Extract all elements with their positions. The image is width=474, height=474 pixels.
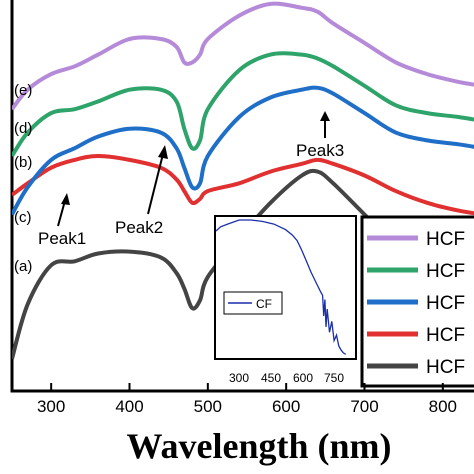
inset-frame <box>214 215 357 360</box>
peak2-label: Peak2 <box>115 218 163 237</box>
x-axis-title: Wavelength (nm) <box>127 426 392 466</box>
inset-x-tick: 600 <box>293 371 313 385</box>
legend-label-b: HCF <box>426 325 465 346</box>
series-line-b <box>12 154 474 216</box>
curve-label-a: (a) <box>14 258 32 275</box>
legend-label-a: HCF <box>426 357 465 378</box>
legend: HCF HCF HCF HCF HCF <box>360 215 474 388</box>
x-tick-label: 700 <box>350 397 378 416</box>
inset-series-group <box>216 219 347 355</box>
inset-legend-label: CF <box>256 297 272 311</box>
legend-label-e: HCF <box>426 229 465 250</box>
legend-label-c: HCF <box>426 293 465 314</box>
inset-x-tick: 750 <box>324 371 344 385</box>
curve-label-d: (d) <box>14 120 32 137</box>
inset-x-tick: 450 <box>261 371 281 385</box>
x-tick-label: 800 <box>429 397 457 416</box>
curve-label-b: (b) <box>14 154 32 171</box>
x-tick-label: 600 <box>272 397 300 416</box>
series-line-e <box>12 1 474 111</box>
peak1-label: Peak1 <box>38 229 86 248</box>
peak2-arrowhead <box>158 145 168 159</box>
series-line-d <box>12 51 474 158</box>
inset-series-line-cf <box>216 219 347 355</box>
peak2-arrow <box>147 149 165 215</box>
x-axis: 300 400 500 600 700 800 <box>37 383 457 416</box>
series-line-c <box>12 85 474 216</box>
inset-x-tick: 300 <box>229 371 249 385</box>
legend-label-d: HCF <box>426 261 465 282</box>
x-tick-label: 300 <box>37 397 65 416</box>
peak3-label: Peak3 <box>296 141 344 160</box>
inset-legend-box <box>223 291 283 315</box>
inset-panel: CF 300 450 600 750 <box>214 215 357 385</box>
x-tick-label: 400 <box>115 397 143 416</box>
peak1-arrowhead <box>61 193 70 205</box>
peak3-arrowhead <box>320 111 330 121</box>
curve-label-c: (c) <box>14 209 32 226</box>
curve-label-e: (e) <box>14 82 32 99</box>
x-tick-label: 500 <box>194 397 222 416</box>
series-group <box>12 1 474 360</box>
